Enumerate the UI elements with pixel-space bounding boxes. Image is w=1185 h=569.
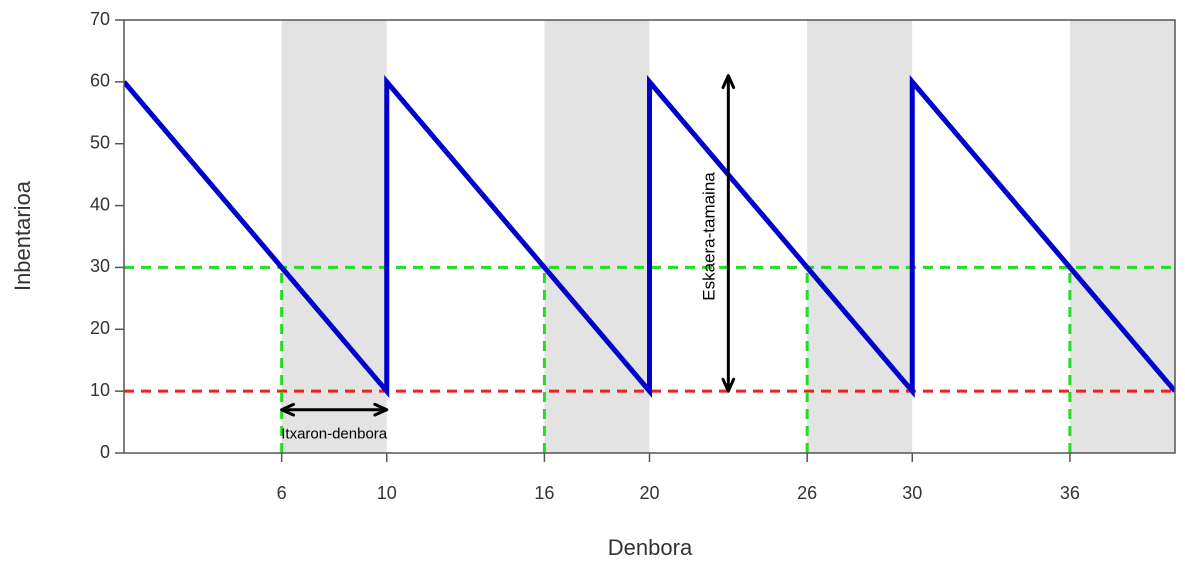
y-tick-label: 20 xyxy=(90,318,110,338)
x-tick-label: 30 xyxy=(902,483,922,503)
x-tick-label: 36 xyxy=(1060,483,1080,503)
y-axis-title: Inbentarioa xyxy=(10,180,35,291)
x-tick-label: 10 xyxy=(377,483,397,503)
annotation-arrow-head xyxy=(721,377,736,393)
inventory-series-line xyxy=(124,75,1175,398)
annotation-label: Eskaera-tamaina xyxy=(699,172,718,301)
x-tick-label: 26 xyxy=(797,483,817,503)
y-tick-label: 50 xyxy=(90,132,110,152)
y-tick-label: 70 xyxy=(90,9,110,29)
shaded-band xyxy=(1069,20,1175,453)
y-tick-label: 10 xyxy=(90,380,110,400)
annotation-arrow-head xyxy=(280,402,296,417)
annotation-label: Itxaron-denbora xyxy=(281,425,388,442)
x-axis-title: Denbora xyxy=(608,535,693,560)
series-lines xyxy=(124,75,1175,398)
shaded-band xyxy=(281,20,387,453)
shaded-intervals xyxy=(281,20,1175,453)
x-tick-label: 16 xyxy=(534,483,554,503)
annotation-arrow-head xyxy=(373,402,389,417)
axes: 0 10 20 30 40 50 60 70 6 10 16 20 26 30 36 xyxy=(90,9,1080,503)
x-tick-label: 6 xyxy=(277,483,287,503)
annotation-arrow-head xyxy=(721,74,736,90)
y-tick-label: 0 xyxy=(100,442,110,462)
shaded-band xyxy=(807,20,913,453)
reference-lines xyxy=(124,265,1175,453)
y-tick-label: 60 xyxy=(90,71,110,91)
annotations: Itxaron-denbora Eskaera-tamaina xyxy=(280,74,736,442)
y-tick-label: 30 xyxy=(90,256,110,276)
x-tick-label: 20 xyxy=(639,483,659,503)
y-tick-label: 40 xyxy=(90,194,110,214)
shaded-band xyxy=(544,20,650,453)
